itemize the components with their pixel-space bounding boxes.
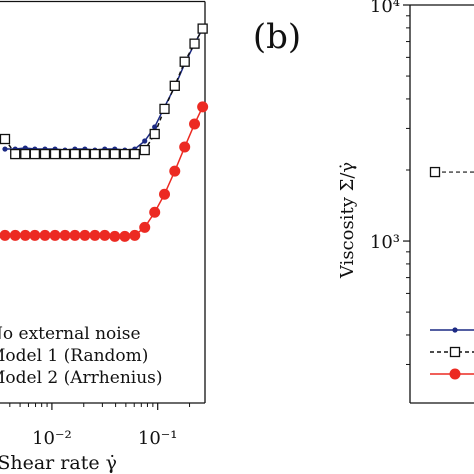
data-point [159,188,171,200]
data-point [20,148,31,160]
data-point [19,229,31,241]
data-point [9,229,21,241]
y-axis-label: Viscosity Σ/γ̇ [337,162,358,279]
data-point [99,148,110,160]
data-point [159,103,170,115]
data-point [79,148,91,160]
data-point [59,148,71,160]
data-point [197,23,208,34]
data-point [39,148,51,160]
data-point [49,229,61,241]
data-point [129,148,140,160]
data-point [39,229,51,241]
y-tick-label: 10⁴ [370,0,400,17]
legend-marker [449,346,461,358]
data-point [29,229,41,241]
legend-label: Model 2 (Arrhenius) [0,368,163,388]
data-point [179,56,190,67]
data-point [169,80,180,91]
data-point [129,229,141,241]
legend-label: Model 1 (Random) [0,346,148,366]
data-point [142,138,148,144]
x-axis-label: Shear rate γ̇ [0,452,117,474]
data-point [49,148,61,160]
y-tick-label: 10³ [370,232,400,253]
data-point [149,128,160,140]
data-point [2,146,8,152]
data-point [109,230,121,242]
data-point [99,229,111,241]
data-point [10,148,21,160]
x-tick-label: 10⁻² [32,428,72,449]
x-tick-label: 10⁻¹ [138,428,178,449]
data-point [429,166,441,178]
data-point [89,148,101,160]
data-point [169,165,181,177]
data-point [189,118,201,130]
panel-label: (b) [253,17,301,57]
data-point [109,148,120,160]
data-point [189,38,200,49]
data-point [0,229,11,241]
data-point [152,124,158,130]
legend-label: No external noise [0,324,141,344]
data-point [89,229,101,241]
data-point [179,141,191,153]
data-point [29,148,41,160]
legend-marker [452,327,458,333]
data-point [69,229,81,241]
data-point [69,148,81,160]
data-point [139,144,150,156]
data-point [197,101,209,113]
data-point [0,133,11,145]
legend-marker [449,368,461,380]
data-point [139,221,151,233]
data-point [79,229,91,241]
data-point [149,206,161,218]
data-point [119,148,130,160]
data-point [59,229,71,241]
data-point [119,230,131,242]
